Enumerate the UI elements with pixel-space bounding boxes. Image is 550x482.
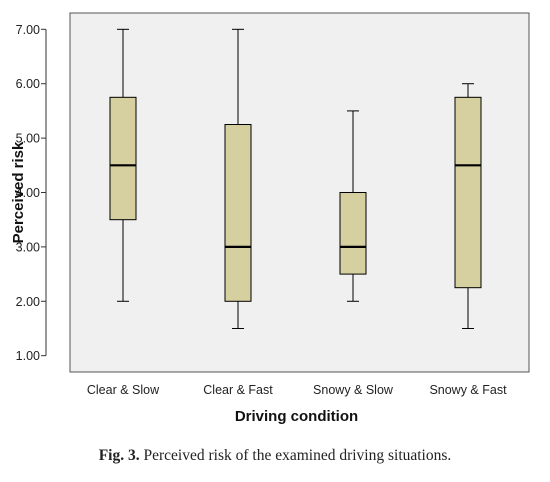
y-axis-ticks: 1.00 2.00 3.00 4.00 5.00 6.00 7.00 (16, 23, 46, 363)
boxes-group (109, 28, 482, 329)
box-2 (224, 28, 252, 329)
y-axis-title: Perceived risk (10, 141, 27, 243)
x-axis-title: Driving condition (235, 408, 358, 425)
box-4 (454, 83, 482, 329)
iqr-box (454, 96, 482, 289)
plot-area (69, 12, 530, 373)
x-tick-label: Clear & Fast (203, 383, 273, 397)
iqr-box (224, 124, 252, 302)
x-tick-label: Snowy & Fast (429, 383, 507, 397)
figure-caption: Fig. 3. Perceived risk of the examined d… (0, 447, 550, 465)
x-axis-tick-labels: Clear & Slow Clear & Fast Snowy & Slow Snow… (87, 383, 507, 397)
y-tick-label: 1.00 (16, 349, 40, 363)
figure-number: Fig. 3. (98, 447, 140, 464)
x-tick-label: Snowy & Slow (313, 383, 394, 397)
y-tick-label: 3.00 (16, 240, 40, 254)
iqr-box (339, 192, 367, 275)
y-tick-label: 4.00 (16, 186, 40, 200)
y-tick-label: 6.00 (16, 77, 40, 91)
y-tick-label: 5.00 (16, 132, 40, 146)
y-tick-label: 2.00 (16, 295, 40, 309)
y-tick-label: 7.00 (16, 23, 40, 37)
iqr-box (109, 96, 137, 221)
x-tick-label: Clear & Slow (87, 383, 160, 397)
box-1 (109, 28, 137, 302)
box-3 (339, 110, 367, 302)
box-plot: 1.00 2.00 3.00 4.00 5.00 6.00 7.00 Clear & Slo… (10, 12, 530, 425)
caption-text: Perceived risk of the examined driving s… (143, 447, 452, 464)
